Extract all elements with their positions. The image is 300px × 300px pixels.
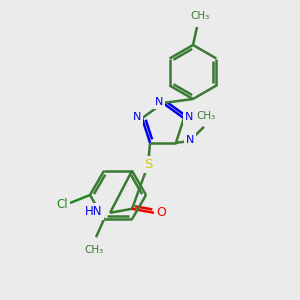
Text: N: N xyxy=(133,112,141,122)
Text: S: S xyxy=(144,158,152,171)
Text: CH₃: CH₃ xyxy=(84,245,104,255)
Text: N: N xyxy=(155,97,163,107)
Text: N: N xyxy=(185,112,193,122)
Text: CH₃: CH₃ xyxy=(190,11,210,21)
Text: HN: HN xyxy=(85,205,102,218)
Text: Cl: Cl xyxy=(56,199,68,212)
Text: CH₃: CH₃ xyxy=(196,111,216,121)
Text: O: O xyxy=(156,206,166,219)
Text: N: N xyxy=(186,135,194,145)
